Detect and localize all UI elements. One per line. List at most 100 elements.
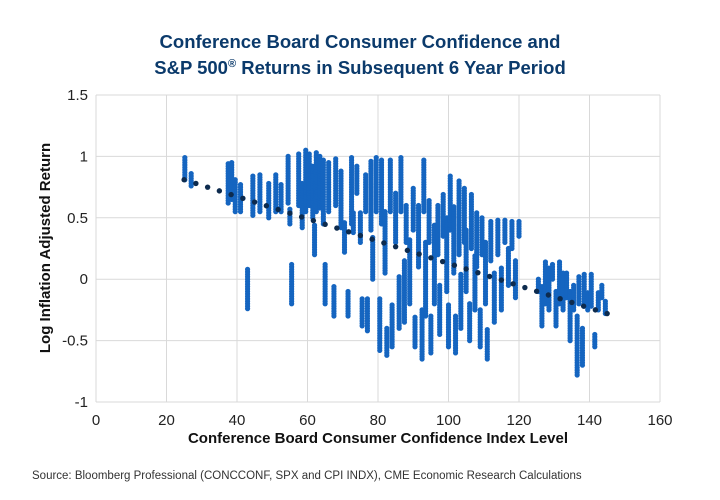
y-tick-label: 1 [80,148,88,165]
trendline-dot [251,199,258,205]
data-point [289,261,295,268]
trendline-dot [580,303,587,309]
data-point [516,218,522,225]
data-point [403,202,409,209]
x-tick-label: 20 [158,412,175,429]
trendline-dot [322,221,328,228]
data-point [535,276,541,282]
data-point [326,159,332,166]
data-point [549,261,556,268]
x-tick-label: 140 [577,412,602,429]
data-point [463,227,469,233]
x-tick-label: 60 [299,412,316,429]
data-points [182,147,608,378]
trendline-dot [569,299,575,306]
data-point [479,215,485,221]
data-point [266,180,272,187]
data-point [542,259,549,265]
trendline-dot [439,258,446,265]
trendline-dot [263,203,270,209]
data-point [396,274,402,280]
data-point [341,220,348,226]
data-point [576,274,582,280]
data-point [482,239,489,245]
data-point [250,173,256,179]
data-point [410,185,416,191]
data-point [373,155,379,161]
data-point [398,155,404,161]
data-point [296,151,302,157]
trendline-dot [181,177,187,183]
data-point [382,209,388,215]
x-axis-label: Conference Board Consumer Confidence Ind… [188,430,568,447]
data-point [182,155,188,161]
trendline-dot [451,262,458,268]
data-point [345,288,351,295]
y-axis-label: Log Inflation Adjusted Return [37,143,54,353]
data-point [491,270,497,276]
data-point [495,217,501,223]
data-point [348,155,355,161]
trendline [181,177,610,317]
trendline-dot [392,243,399,250]
chart-title-line2: S&P 500® Returns in Subsequent 6 Year Pe… [0,53,720,79]
data-point [237,182,244,188]
trendline-dot [522,284,528,291]
trendline-dot [357,232,364,239]
y-tick-label: -1 [75,394,88,411]
data-point [333,156,339,162]
data-point [320,157,326,163]
data-point [445,302,452,308]
trendline-dot [240,195,246,202]
data-point [461,185,467,191]
data-point [331,283,337,290]
trendline-dot [428,255,434,261]
x-tick-label: 160 [647,412,672,429]
x-tick-label: 120 [506,412,531,429]
data-point [474,210,480,216]
data-point [393,190,399,196]
trendline-dot [334,225,340,231]
data-point [435,202,441,209]
trendline-dot [498,277,505,283]
data-point [368,158,374,164]
trendline-dot [592,307,599,313]
registered-mark: ® [227,58,237,70]
data-point [458,271,464,277]
trendline-dot [475,269,481,276]
data-point [456,178,462,184]
data-point [377,296,383,302]
data-point [244,266,251,272]
data-point [571,282,577,288]
data-point [451,204,457,210]
data-point [303,147,309,153]
trendline-dot [510,281,516,287]
data-point [467,301,473,307]
y-tick-label: 0 [80,271,88,288]
chart-title-line1: Conference Board Consumer Confidence and [159,31,561,52]
data-point [273,172,279,178]
data-point [338,168,344,174]
trendline-dot [404,247,411,254]
data-point [287,206,293,212]
data-point [426,198,432,204]
y-tick-label: -0.5 [62,333,88,350]
trendline-dot [298,214,305,220]
trendline-dot [486,273,493,280]
title-sp500: S&P 500 [154,57,228,79]
data-point [350,210,356,216]
trendline-dot [604,310,610,317]
trendline-dot [275,206,281,213]
data-point [384,325,390,331]
y-tick-label: 0.5 [67,210,88,227]
data-point [477,307,483,313]
trendline-dot [345,229,352,235]
trendline-dot [287,210,293,216]
trendline-dot [193,180,199,187]
data-point [502,217,508,223]
trendline-dot [557,296,563,302]
data-point [387,157,393,163]
trendline-dot [228,191,234,198]
source-note: Source: Bloomberg Professional (CONCCONF… [32,470,582,482]
